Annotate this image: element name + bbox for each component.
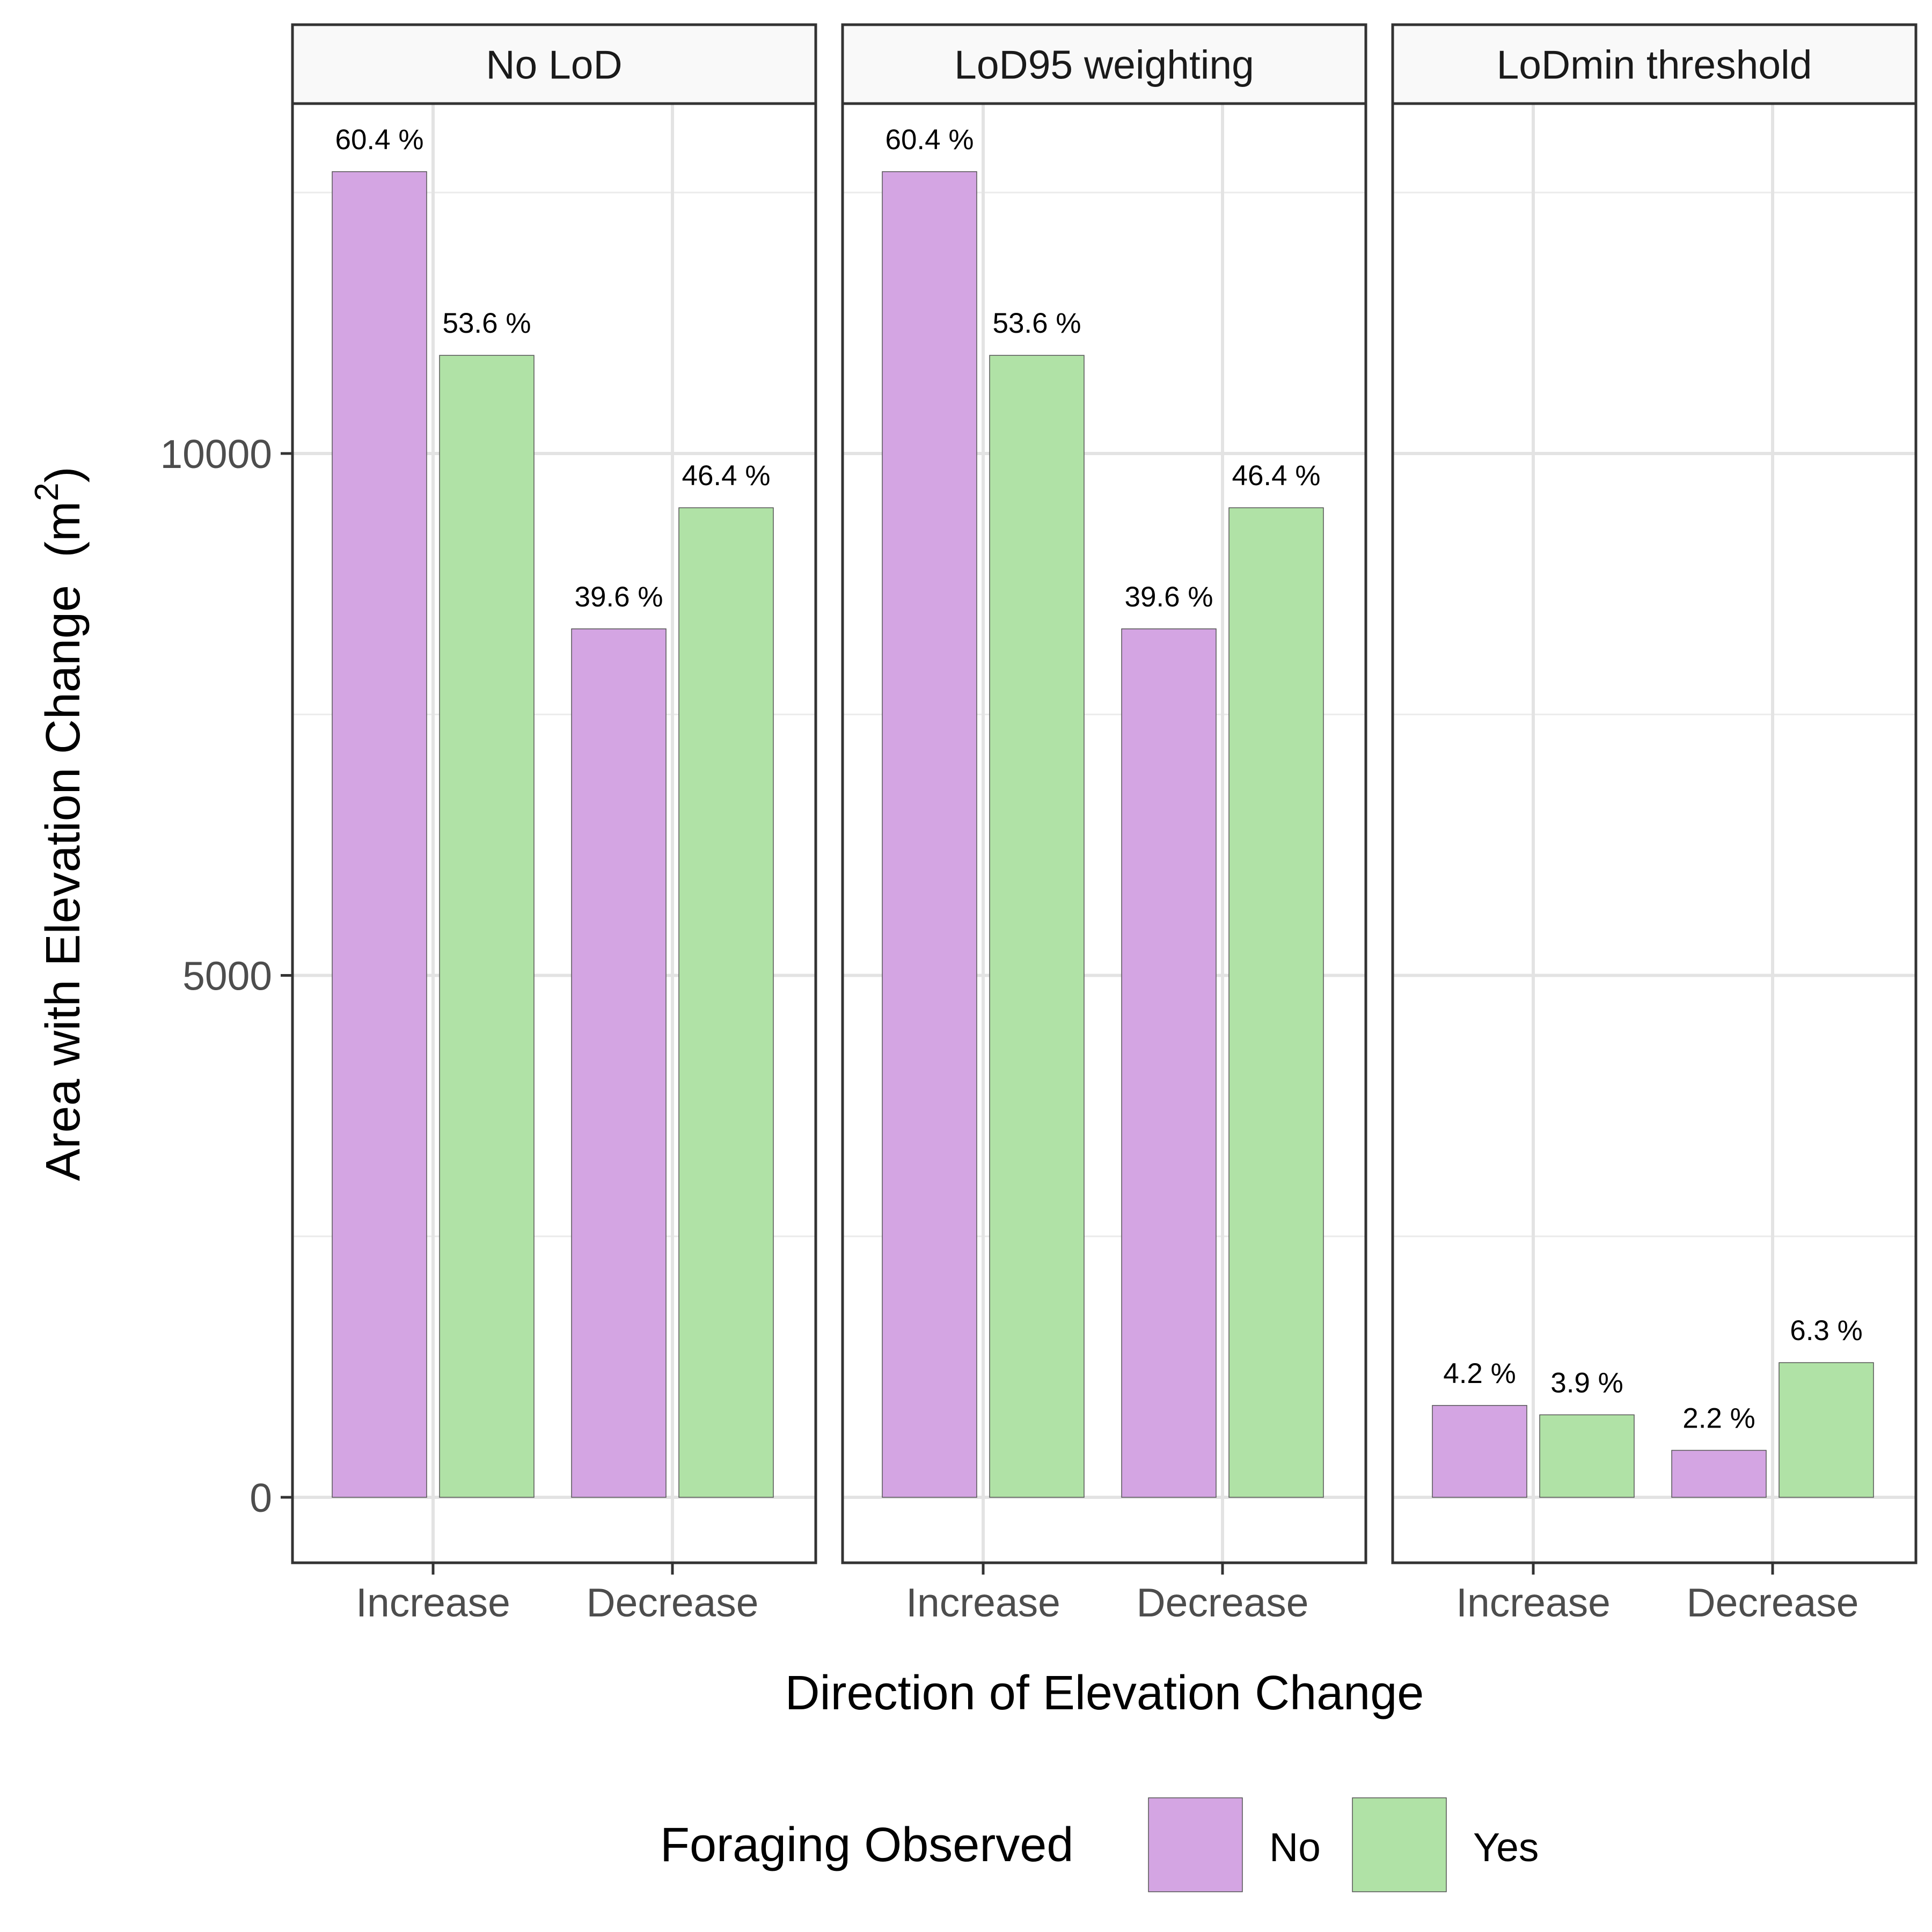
y-axis-title-unit-sup: 2 [28, 482, 65, 501]
x-tick-label: Decrease [1687, 1580, 1859, 1625]
bar-data-label: 53.6 % [442, 308, 531, 339]
facet-strip-label: No LoD [486, 42, 622, 87]
panel-background [1393, 104, 1916, 1563]
y-axis-title-unit: (m [36, 501, 90, 558]
y-tick-label: 5000 [182, 954, 272, 999]
legend-title: Foraging Observed [660, 1818, 1073, 1872]
bar [1228, 507, 1324, 1498]
x-tick-label: Decrease [1137, 1580, 1309, 1625]
facet-panel: 4.2 % 3.9 % Increase 2.2 % 6.3 % Decrease LoDm… [1391, 23, 1918, 1625]
bar-data-label: 3.9 % [1550, 1367, 1623, 1399]
facet-panel: 60.4 % 53.6 % Increase 39.6 % 46.4 % Decrease… [841, 23, 1367, 1625]
bar [882, 171, 977, 1498]
y-axis-title-unit-close: ) [36, 466, 90, 482]
bar [1539, 1414, 1635, 1498]
x-tick-label: Increase [356, 1580, 510, 1625]
legend-key [1148, 1797, 1243, 1892]
facet-strip-label: LoD95 weighting [954, 42, 1254, 87]
x-tick-label: Increase [906, 1580, 1060, 1625]
facet-panel: 60.4 % 53.6 % Increase 39.6 % 46.4 % Decrease… [291, 23, 817, 1625]
bar-data-label: 60.4 % [885, 124, 974, 156]
bar [989, 355, 1085, 1498]
legend: Foraging Observed No Yes [660, 1797, 1539, 1892]
bar-data-label: 39.6 % [1124, 581, 1213, 613]
bar [1432, 1405, 1527, 1498]
facet-strip [1391, 23, 1918, 105]
y-tick-label: 10000 [160, 431, 272, 477]
bar-data-label: 4.2 % [1443, 1358, 1516, 1389]
bar [571, 628, 667, 1498]
bar [332, 171, 427, 1498]
bar-data-label: 46.4 % [1232, 460, 1320, 492]
bar-data-label: 2.2 % [1682, 1402, 1755, 1434]
x-axis-title: Direction of Elevation Change [785, 1666, 1424, 1720]
bar-data-label: 46.4 % [682, 460, 770, 492]
x-tick-label: Increase [1456, 1580, 1611, 1625]
y-axis: 0 5000 10000 [160, 431, 292, 1520]
bar-data-label: 60.4 % [335, 124, 423, 156]
y-tick-label: 0 [250, 1475, 272, 1520]
facet-strip [291, 23, 817, 105]
bar [1121, 628, 1217, 1498]
legend-key [1352, 1797, 1447, 1892]
legend-label: No [1269, 1825, 1321, 1870]
bar [1779, 1362, 1874, 1498]
facet-strip [841, 23, 1367, 105]
bar [439, 355, 535, 1498]
bar [678, 507, 774, 1498]
bar-data-label: 53.6 % [992, 308, 1081, 339]
legend-label: Yes [1473, 1825, 1539, 1870]
bar-data-label: 6.3 % [1790, 1315, 1863, 1346]
x-tick-label: Decrease [587, 1580, 759, 1625]
y-axis-title-main: Area with Elevation Change [36, 585, 90, 1181]
y-axis-title: Area with Elevation Change (m2) [28, 466, 90, 1181]
bar [1671, 1450, 1767, 1498]
panels-layer: 60.4 % 53.6 % Increase 39.6 % 46.4 % Decrease… [291, 23, 1918, 1625]
facet-strip-label: LoDmin threshold [1497, 42, 1812, 87]
bar-data-label: 39.6 % [574, 581, 663, 613]
